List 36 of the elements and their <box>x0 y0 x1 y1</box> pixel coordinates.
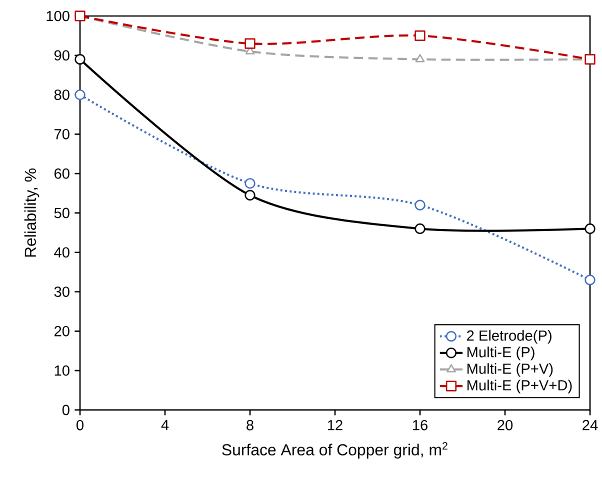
y-axis-title: Reliability, % <box>24 168 40 257</box>
legend-label: Multi-E (P) <box>467 346 534 360</box>
y-tick-label: 60 <box>54 168 70 179</box>
point <box>74 54 86 65</box>
y-tick-label: 90 <box>54 50 70 61</box>
point <box>414 30 426 42</box>
legend-label: Multi-E (P+V) <box>467 363 553 377</box>
point <box>244 190 256 201</box>
point <box>584 54 596 65</box>
point <box>584 274 596 286</box>
point <box>244 38 256 49</box>
point <box>74 10 86 22</box>
point <box>414 223 426 234</box>
point <box>74 89 86 100</box>
point <box>414 200 426 210</box>
y-tick-label: 100 <box>46 10 70 22</box>
y-tick-label: 20 <box>54 326 70 336</box>
x-tick-label: 8 <box>246 420 254 430</box>
y-tick-label: 0 <box>62 404 70 416</box>
x-tick-label: 16 <box>412 420 428 430</box>
legend-label: 2 Eletrode(P) <box>467 330 552 344</box>
x-tick-label: 0 <box>76 420 84 430</box>
legend-label: Multi-E (P+V+D) <box>467 380 572 394</box>
x-tick-label: 4 <box>161 420 169 430</box>
y-tick-label: 30 <box>54 286 70 297</box>
point <box>584 223 596 234</box>
x-tick-label: 24 <box>582 420 598 430</box>
x-tick-label: 20 <box>498 420 513 430</box>
x-tick-label: 12 <box>328 420 342 430</box>
y-tick-label: 40 <box>54 247 70 258</box>
y-tick-label: 80 <box>54 90 70 100</box>
y-tick-label: 50 <box>54 208 70 218</box>
x-axis-title: Surface Area of Copper grid, m$^{2}$ <box>222 442 448 459</box>
y-tick-label: 10 <box>54 365 70 376</box>
y-tick-label: 70 <box>54 129 70 140</box>
point <box>244 178 256 189</box>
